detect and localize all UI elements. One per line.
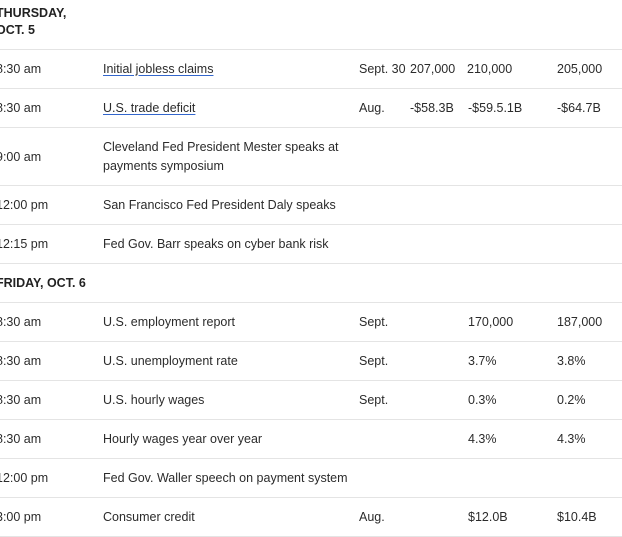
event-previous: 4.3% [557,432,586,446]
event-forecast: 4.3% [468,432,497,446]
event-title: U.S. employment report [103,314,235,329]
table-row: 8:30 am Hourly wages year over year 4.3%… [0,420,622,459]
table-row: 9:00 am Cleveland Fed President Mester s… [0,128,622,186]
event-period: Sept. 30 [359,62,406,76]
event-time: 12:00 pm [0,471,49,485]
event-time: 8:30 am [0,354,42,368]
event-title: U.S. hourly wages [103,392,205,407]
day-header-friday: FRIDAY, OCT. 6 [0,264,622,303]
event-previous: 187,000 [557,315,603,329]
event-title: Consumer credit [103,509,195,524]
event-time: 3:00 pm [0,510,42,524]
table-row: 12:00 pm Fed Gov. Waller speech on payme… [0,459,622,498]
event-forecast: 170,000 [468,315,514,329]
table-row: 12:00 pm San Francisco Fed President Dal… [0,186,622,225]
event-time: 8:30 am [0,101,42,115]
day-label-line1: THURSDAY, [0,6,67,20]
table-row: 8:30 am U.S. unemployment rate Sept. 3.7… [0,342,622,381]
event-period: Aug. [359,510,385,524]
event-forecast: 3.7% [468,354,497,368]
day-header-thursday: THURSDAY, OCT. 5 [0,0,622,50]
event-previous: 0.2% [557,393,586,407]
event-link-trade-deficit[interactable]: U.S. trade deficit [103,100,196,115]
day-label-line2: OCT. 5 [0,23,35,37]
event-time: 8:30 am [0,62,42,76]
event-time: 8:30 am [0,393,42,407]
event-previous: 205,000 [557,62,603,76]
event-actual: 207,000 [410,62,456,76]
event-period: Sept. [359,354,389,368]
event-time: 8:30 am [0,315,42,329]
event-title: Fed Gov. Waller speech on payment system [103,470,348,485]
event-previous: 3.8% [557,354,586,368]
event-period: Aug. [359,101,385,115]
event-time: 9:00 am [0,149,42,164]
event-previous: -$64.7B [557,101,601,115]
event-title: San Francisco Fed President Daly speaks [103,197,336,212]
table-row: 8:30 am U.S. employment report Sept. 170… [0,303,622,342]
table-row: 8:30 am Initial jobless claims Sept. 30 … [0,50,622,89]
event-previous: $10.4B [557,510,597,524]
event-link-jobless-claims[interactable]: Initial jobless claims [103,61,214,76]
event-period: Sept. [359,315,389,329]
event-title: Hourly wages year over year [103,431,263,446]
event-time: 8:30 am [0,432,42,446]
table-row: 8:30 am U.S. trade deficit Aug. -$58.3B … [0,89,622,128]
event-forecast: -$59.5.1B [468,101,523,115]
event-title: Fed Gov. Barr speaks on cyber bank risk [103,236,329,251]
event-title: Cleveland Fed President Mester speaks at… [103,139,339,173]
event-actual: -$58.3B [410,101,454,115]
event-time: 12:15 pm [0,237,49,251]
event-title: U.S. unemployment rate [103,353,238,368]
table-row: 12:15 pm Fed Gov. Barr speaks on cyber b… [0,225,622,264]
event-forecast: $12.0B [468,510,508,524]
table-row: 8:30 am U.S. hourly wages Sept. 0.3% 0.2… [0,381,622,420]
table-row: 3:00 pm Consumer credit Aug. $12.0B $10.… [0,498,622,537]
event-time: 12:00 pm [0,198,49,212]
day-label: FRIDAY, OCT. 6 [0,275,86,290]
event-forecast: 0.3% [468,393,497,407]
event-forecast: 210,000 [467,62,513,76]
event-period: Sept. [359,393,389,407]
